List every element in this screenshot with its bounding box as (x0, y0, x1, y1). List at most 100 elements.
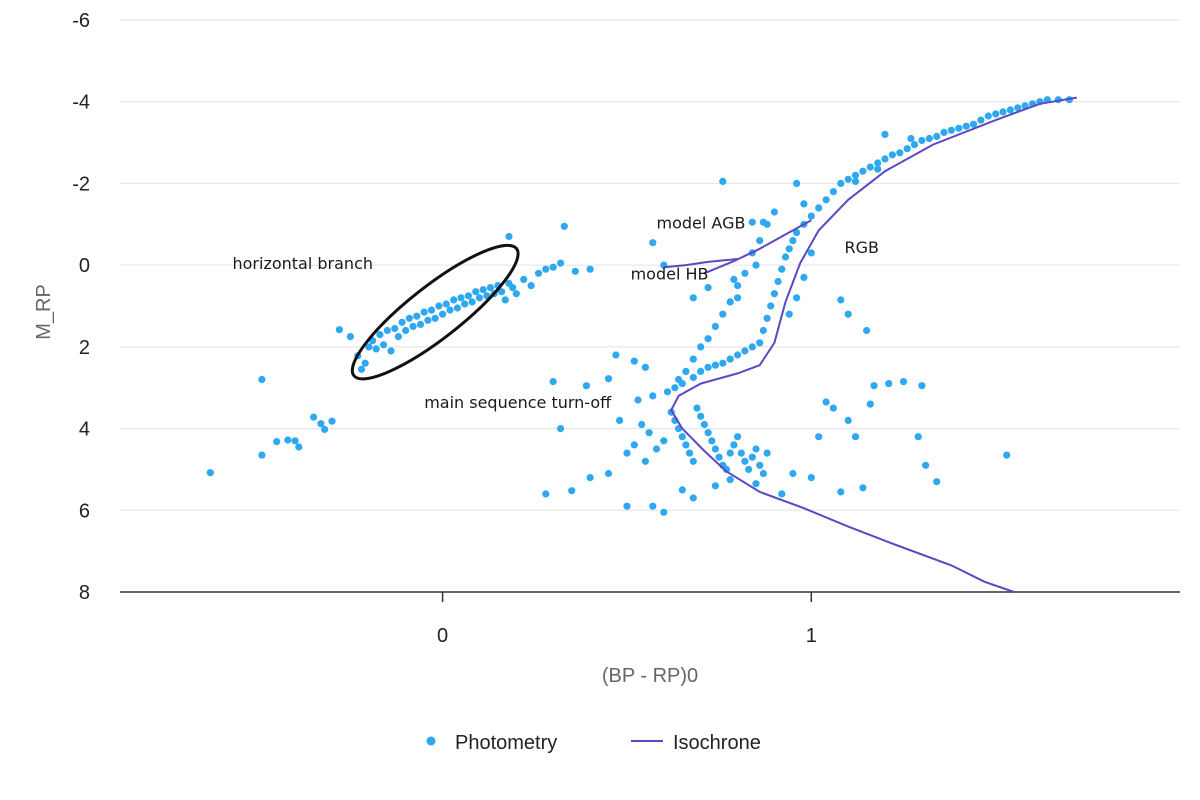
photometry-point (730, 275, 738, 283)
photometry-point (715, 453, 723, 461)
photometry-point (391, 324, 399, 333)
photometry-point (866, 400, 874, 408)
photometry-point (568, 487, 576, 495)
photometry-point (509, 284, 517, 292)
photometry-point (682, 367, 690, 375)
legend-photometry-label: Photometry (455, 732, 557, 754)
photometry-point (638, 420, 646, 429)
y-tick-label: 4 (79, 419, 90, 441)
photometry-point (822, 398, 830, 406)
x-axis-title: (BP - RP)0 (602, 665, 698, 687)
photometry-point (752, 261, 760, 269)
legend-item-photometry[interactable]: Photometry (426, 732, 558, 754)
photometry-point (675, 375, 683, 384)
photometry-point (962, 122, 970, 130)
photometry-point (969, 120, 978, 128)
photometry-point (719, 177, 727, 185)
photometry-point (475, 294, 484, 302)
photometry-point (844, 310, 852, 318)
photometry-point (206, 469, 214, 477)
photometry-point (534, 269, 543, 277)
photometry-point (793, 294, 801, 302)
photometry-point (789, 469, 797, 478)
photometry-point (498, 288, 506, 296)
photometry-point (907, 134, 915, 143)
photometry-point (741, 457, 749, 465)
photometry-point (704, 363, 712, 371)
photometry-point (435, 302, 443, 310)
model-hb-line (663, 258, 738, 269)
photometry-point (933, 478, 941, 486)
photometry-point (910, 141, 919, 149)
photometry-point (759, 469, 768, 478)
photometry-point (851, 171, 860, 179)
photometry-point (711, 445, 720, 453)
photometry-point (542, 265, 550, 273)
photometry-point (999, 108, 1007, 116)
photometry-point (730, 441, 738, 449)
photometry-point (874, 165, 882, 173)
photometry-point (844, 416, 852, 424)
photometry-point (641, 363, 650, 371)
photometry-point (649, 392, 657, 400)
photometry-point (586, 474, 594, 482)
photometry-point (767, 302, 775, 310)
photometry-point (678, 486, 686, 494)
photometry-point (557, 259, 565, 267)
photometry-point (914, 433, 922, 441)
y-axis-title: M_RP (33, 284, 55, 340)
photometry-point (1003, 451, 1011, 459)
photometry-point (851, 433, 860, 441)
annotation-label: main sequence turn-off (424, 393, 612, 412)
legend-item-isochrone[interactable]: Isochrone (631, 732, 761, 754)
photometry-point (881, 130, 889, 138)
photometry-point (1006, 106, 1015, 114)
photometry-point (512, 290, 520, 298)
photometry-point (398, 318, 406, 326)
photometry-point (295, 443, 303, 451)
photometry-point (431, 314, 439, 322)
photometry-point (704, 335, 712, 343)
photometry-point (863, 326, 871, 335)
photometry-point (756, 237, 764, 245)
x-tick-marks (441, 592, 813, 602)
photometry-point (859, 484, 867, 492)
photometry-point (874, 159, 882, 167)
photometry-point (630, 357, 638, 365)
photometry-point (453, 304, 461, 312)
photometry-point (549, 263, 557, 271)
photometry-point (258, 451, 266, 459)
photometry-point (822, 196, 830, 204)
photometry-point (450, 296, 458, 304)
photometry-point (815, 433, 823, 441)
photometry-point (800, 200, 808, 208)
photometry-point (881, 155, 889, 163)
photometry-point (660, 437, 668, 445)
photometry-point (424, 316, 432, 324)
photometry-point (763, 449, 771, 457)
photometry-point (634, 396, 642, 404)
photometry-point (752, 445, 760, 453)
photometry-point (682, 441, 690, 449)
photometry-point (557, 425, 565, 433)
horizontal-branch-ellipse (350, 243, 520, 381)
photometry-point (793, 179, 801, 187)
photometry-point (955, 124, 963, 132)
photometry-point (992, 110, 1000, 118)
photometry-point (616, 416, 624, 424)
photometry-point (380, 341, 388, 349)
photometry-point (756, 339, 764, 347)
annotation-label: model HB (631, 264, 709, 283)
photometry-point (258, 375, 266, 384)
y-tick-label: 0 (79, 255, 90, 277)
annotation-label: model AGB (657, 213, 746, 232)
photometry-point (402, 326, 410, 335)
photometry-point (571, 267, 579, 275)
legend: Photometry Isochrone (426, 732, 761, 754)
photometry-point (708, 437, 716, 445)
photometry-point (457, 294, 465, 302)
photometry-point (925, 134, 933, 143)
photometry-point (461, 300, 469, 308)
photometry-point (416, 320, 425, 328)
